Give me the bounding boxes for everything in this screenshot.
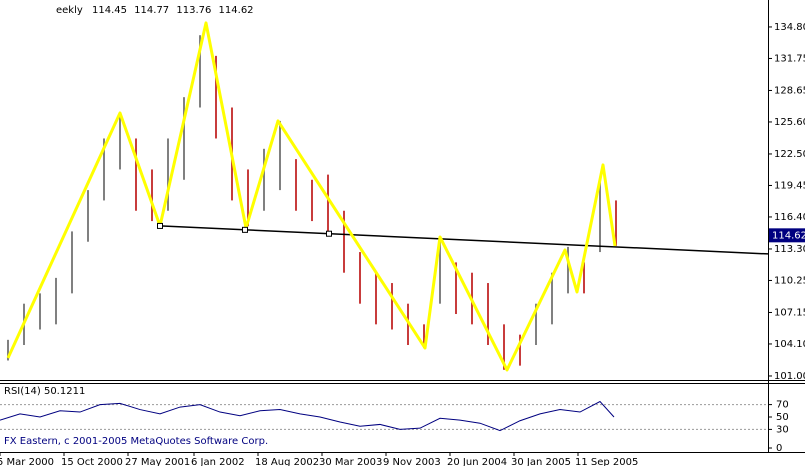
open: 114.45 bbox=[92, 5, 127, 16]
y-tick-label: 134.80 bbox=[774, 22, 805, 33]
y-tick-label: 107.15 bbox=[774, 307, 805, 318]
x-tick-label: 30 Mar 2003 bbox=[319, 457, 382, 466]
trendline bbox=[159, 225, 769, 255]
low: 113.76 bbox=[176, 5, 211, 16]
y-tick-label: 116.40 bbox=[774, 212, 805, 223]
last-price-label: 114.62 bbox=[772, 230, 805, 241]
x-tick-label: 6 Jan 2002 bbox=[191, 457, 245, 466]
y-tick-label: 119.45 bbox=[774, 180, 805, 191]
y-tick-label: 30 bbox=[776, 424, 789, 435]
anchor bbox=[326, 230, 332, 237]
copyright: FX Eastern, c 2001-2005 MetaQuotes Softw… bbox=[4, 436, 268, 447]
x-tick-label: 5 Mar 2000 bbox=[0, 457, 54, 466]
y-tick-label: 122.50 bbox=[774, 149, 805, 160]
symbol: eekly bbox=[56, 5, 83, 16]
x-tick-label: 18 Aug 2002 bbox=[255, 457, 319, 466]
x-tick-label: 20 Jun 2004 bbox=[447, 457, 507, 466]
anchor bbox=[242, 226, 248, 233]
last-price-box bbox=[769, 228, 805, 243]
anchor bbox=[157, 222, 163, 229]
y-tick-label: 104.10 bbox=[774, 339, 805, 350]
y-tick-label: 0 bbox=[776, 443, 782, 454]
y-tick-label: 50 bbox=[776, 412, 789, 423]
x-tick-label: 9 Nov 2003 bbox=[383, 457, 441, 466]
rsi-line bbox=[0, 400, 615, 432]
y-tick-label: 70 bbox=[776, 400, 789, 411]
header: eekly 114.45 114.77 113.76 114.62 bbox=[56, 5, 254, 16]
rsi-title: RSI(14) 50.1211 bbox=[4, 386, 85, 397]
y-tick-label: 101.00 bbox=[774, 371, 805, 382]
x-tick-label: 15 Oct 2000 bbox=[61, 457, 123, 466]
y-tick-label: 113.30 bbox=[774, 244, 805, 255]
y-tick-label: 131.75 bbox=[774, 53, 805, 64]
close: 114.62 bbox=[219, 5, 254, 16]
x-tick-label: 30 Jan 2005 bbox=[511, 457, 571, 466]
y-tick-label: 125.60 bbox=[774, 117, 805, 128]
y-tick-label: 128.65 bbox=[774, 85, 805, 96]
x-tick-label: 27 May 2001 bbox=[125, 457, 190, 466]
x-tick-label: 11 Sep 2005 bbox=[575, 457, 638, 466]
high: 114.77 bbox=[134, 5, 169, 16]
y-tick-label: 110.25 bbox=[774, 275, 805, 286]
